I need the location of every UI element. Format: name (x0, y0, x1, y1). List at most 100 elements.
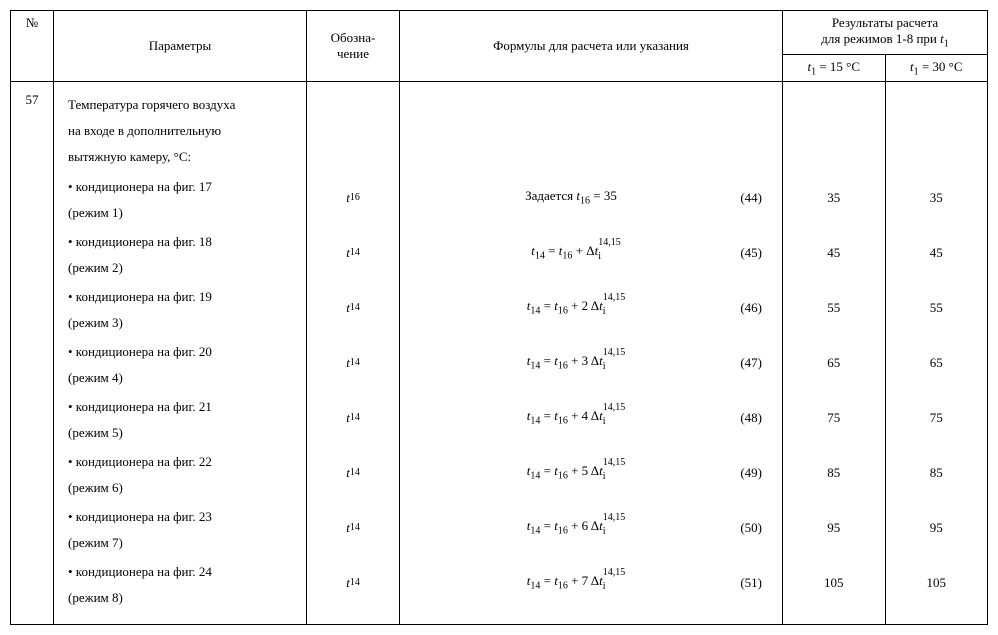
formula-row: t14 = t16 + 7 Δt14,15i (51) (400, 555, 782, 610)
param-item: • кондиционера на фиг. 24(режим 8) (68, 559, 292, 614)
formula-row: Задается t16 = 35(44) (400, 170, 782, 225)
res30-value: 85 (886, 445, 988, 500)
formula-text: t14 = t16 + 4 Δt14,15i (420, 408, 722, 427)
res30-value: 105 (886, 555, 988, 610)
hdr-results-sub: 1 (944, 39, 949, 50)
formula-eqnum: (49) (722, 465, 762, 481)
res30-value: 95 (886, 500, 988, 555)
desig-value: t14 (307, 390, 399, 445)
formula-eqnum: (48) (722, 410, 762, 426)
res30-value: 55 (886, 280, 988, 335)
formula-eqnum: (44) (722, 190, 762, 206)
formula-cell: Задается t16 = 35(44)t14 = t16 + Δt14,15… (400, 82, 783, 625)
spacer (783, 82, 885, 170)
res30-value: 75 (886, 390, 988, 445)
calc-table: № Параметры Обозна- чение Формулы для ра… (10, 10, 988, 625)
res15-value: 85 (783, 445, 885, 500)
item-l2: (режим 4) (68, 365, 292, 391)
item-l2: (режим 1) (68, 200, 292, 226)
item-l1: • кондиционера на фиг. 20 (68, 339, 292, 365)
hdr-results-l2: для режимов 1-8 при (821, 31, 940, 46)
formula-eqnum: (47) (722, 355, 762, 371)
res15-cell: 35455565758595105 (783, 82, 886, 625)
spacer (307, 82, 399, 170)
res30-cell: 35455565758595105 (885, 82, 988, 625)
formula-row: t14 = t16 + 3 Δt14,15i (47) (400, 335, 782, 390)
formula-row: t14 = t16 + 5 Δt14,15i (49) (400, 445, 782, 500)
item-l1: • кондиционера на фиг. 24 (68, 559, 292, 585)
formula-text: Задается t16 = 35 (420, 188, 722, 207)
item-l2: (режим 7) (68, 530, 292, 556)
res15-value: 75 (783, 390, 885, 445)
intro-l3: вытяжную камеру, °С: (68, 144, 292, 170)
spacer (886, 82, 988, 170)
param-item: • кондиционера на фиг. 21(режим 5) (68, 394, 292, 449)
formula-row: t14 = t16 + 2 Δt14,15i (46) (400, 280, 782, 335)
param-intro: Температура горячего воздухана входе в д… (68, 92, 292, 174)
desig-value: t14 (307, 555, 399, 610)
formula-text: t14 = t16 + 6 Δt14,15i (420, 518, 722, 537)
desig-value: t14 (307, 225, 399, 280)
item-l1: • кондиционера на фиг. 18 (68, 229, 292, 255)
formula-text: t14 = t16 + 2 Δt14,15i (420, 298, 722, 317)
param-item: • кондиционера на фиг. 19(режим 3) (68, 284, 292, 339)
formula-row: t14 = t16 + 4 Δt14,15i (48) (400, 390, 782, 445)
spacer (400, 82, 782, 170)
item-l1: • кондиционера на фиг. 23 (68, 504, 292, 530)
hdr-col30: t1 = 30 °С (885, 54, 988, 82)
item-l2: (режим 6) (68, 475, 292, 501)
desig-value: t14 (307, 335, 399, 390)
res30-value: 65 (886, 335, 988, 390)
hdr-results: Результаты расчета для режимов 1-8 при t… (783, 11, 988, 55)
res15-value: 45 (783, 225, 885, 280)
item-l1: • кондиционера на фиг. 17 (68, 174, 292, 200)
item-l1: • кондиционера на фиг. 21 (68, 394, 292, 420)
desig-value: t16 (307, 170, 399, 225)
hdr-desig: Обозна- чение (307, 11, 400, 82)
formula-row: t14 = t16 + 6 Δt14,15i (50) (400, 500, 782, 555)
param-item: • кондиционера на фиг. 17(режим 1) (68, 174, 292, 229)
formula-eqnum: (45) (722, 245, 762, 261)
param-cell: Температура горячего воздухана входе в д… (54, 82, 307, 625)
desig-cell: t16t14t14t14t14t14t14t14 (307, 82, 400, 625)
intro-l1: Температура горячего воздуха (68, 92, 292, 118)
hdr-desig-l2: чение (337, 46, 369, 61)
item-l1: • кондиционера на фиг. 22 (68, 449, 292, 475)
hdr-col15: t1 = 15 °С (783, 54, 886, 82)
param-item: • кондиционера на фиг. 23(режим 7) (68, 504, 292, 559)
item-l1: • кондиционера на фиг. 19 (68, 284, 292, 310)
param-item: • кондиционера на фиг. 18(режим 2) (68, 229, 292, 284)
formula-row: t14 = t16 + Δt14,15i (45) (400, 225, 782, 280)
formula-eqnum: (51) (722, 575, 762, 591)
formula-text: t14 = t16 + 7 Δt14,15i (420, 573, 722, 592)
item-l2: (режим 2) (68, 255, 292, 281)
item-l2: (режим 8) (68, 585, 292, 611)
param-item: • кондиционера на фиг. 22(режим 6) (68, 449, 292, 504)
item-l2: (режим 3) (68, 310, 292, 336)
res15-value: 55 (783, 280, 885, 335)
item-l2: (режим 5) (68, 420, 292, 446)
res30-value: 45 (886, 225, 988, 280)
hdr-num: № (11, 11, 54, 82)
res30-value: 35 (886, 170, 988, 225)
hdr-col15-rest: = 15 °С (816, 59, 860, 74)
res15-value: 105 (783, 555, 885, 610)
formula-text: t14 = t16 + 5 Δt14,15i (420, 463, 722, 482)
formula-text: t14 = t16 + 3 Δt14,15i (420, 353, 722, 372)
formula-eqnum: (46) (722, 300, 762, 316)
hdr-desig-l1: Обозна- (331, 30, 376, 45)
hdr-results-l1: Результаты расчета (832, 15, 938, 30)
formula-text: t14 = t16 + Δt14,15i (420, 243, 722, 262)
intro-l2: на входе в дополнительную (68, 118, 292, 144)
res15-value: 95 (783, 500, 885, 555)
formula-eqnum: (50) (722, 520, 762, 536)
desig-value: t14 (307, 280, 399, 335)
desig-value: t14 (307, 445, 399, 500)
desig-value: t14 (307, 500, 399, 555)
res15-value: 35 (783, 170, 885, 225)
hdr-formula: Формулы для расчета или указания (400, 11, 783, 82)
res15-value: 65 (783, 335, 885, 390)
hdr-col30-rest: = 30 °С (919, 59, 963, 74)
row-num: 57 (11, 82, 54, 625)
hdr-params: Параметры (54, 11, 307, 82)
